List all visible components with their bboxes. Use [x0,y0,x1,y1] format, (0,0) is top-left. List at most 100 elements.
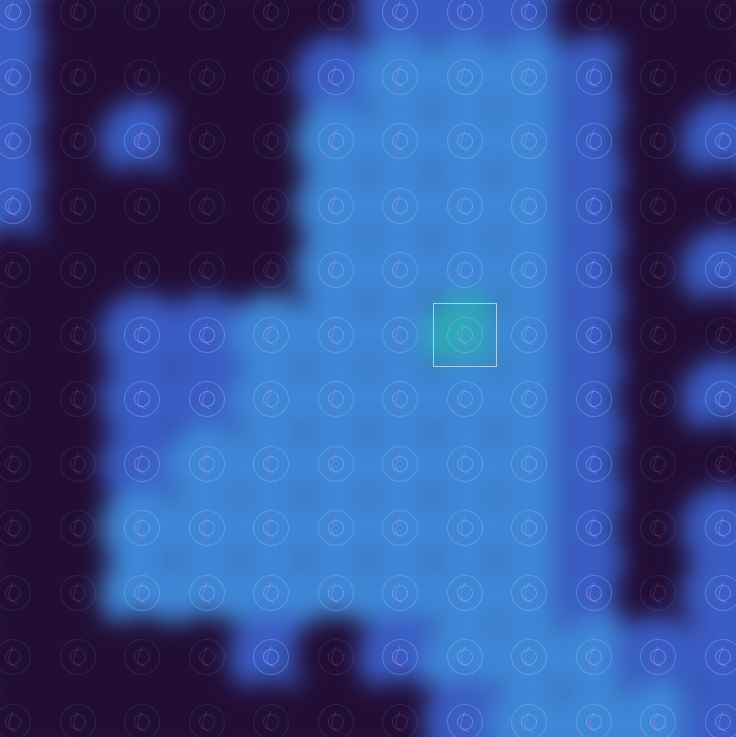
board-cell[interactable] [433,45,497,109]
board-cell[interactable] [175,238,239,302]
board-cell[interactable] [46,303,110,367]
board-cell[interactable] [304,625,368,689]
board-cell[interactable] [46,367,110,431]
board-cell[interactable] [0,0,45,44]
board-cell[interactable] [368,174,432,238]
board-cell[interactable] [304,0,368,44]
board-cell[interactable] [497,109,561,173]
board-cell[interactable] [304,109,368,173]
board-cell[interactable] [497,303,561,367]
board-cell[interactable] [433,625,497,689]
board-cell[interactable] [562,690,626,737]
board-cell[interactable] [433,303,497,367]
board-cell[interactable] [691,432,736,496]
board-cell[interactable] [239,496,303,560]
board-cell[interactable] [562,45,626,109]
board-cell[interactable] [46,174,110,238]
board-cell[interactable] [239,45,303,109]
board-cell[interactable] [110,45,174,109]
board-cell[interactable] [562,561,626,625]
board-cell[interactable] [304,45,368,109]
board-cell[interactable] [433,0,497,44]
board-cell[interactable] [691,109,736,173]
board-cell[interactable] [497,496,561,560]
board-cell[interactable] [368,367,432,431]
board-cell[interactable] [239,174,303,238]
board-cell[interactable] [239,238,303,302]
board-cell[interactable] [0,174,45,238]
board-cell[interactable] [239,690,303,737]
board-cell[interactable] [46,432,110,496]
board-cell[interactable] [175,109,239,173]
board-cell[interactable] [497,690,561,737]
board-cell[interactable] [110,625,174,689]
board-cell[interactable] [368,303,432,367]
board-cell[interactable] [691,561,736,625]
board-cell[interactable] [239,303,303,367]
board-cell[interactable] [626,45,690,109]
board-cell[interactable] [0,690,45,737]
board-cell[interactable] [0,625,45,689]
board-cell[interactable] [304,367,368,431]
board-cell[interactable] [691,496,736,560]
board-cell[interactable] [110,238,174,302]
board-cell[interactable] [562,496,626,560]
board-cell[interactable] [562,303,626,367]
board-cell[interactable] [110,174,174,238]
board-cell[interactable] [368,0,432,44]
board-cell[interactable] [110,367,174,431]
board-cell[interactable] [691,0,736,44]
board-cell[interactable] [175,303,239,367]
board-cell[interactable] [239,367,303,431]
board-cell[interactable] [368,690,432,737]
board-cell[interactable] [368,625,432,689]
board-cell[interactable] [691,303,736,367]
board-cell[interactable] [239,561,303,625]
board-cell[interactable] [691,367,736,431]
board-cell[interactable] [175,690,239,737]
board-cell[interactable] [304,174,368,238]
board-cell[interactable] [46,45,110,109]
board-cell[interactable] [626,432,690,496]
board-cell[interactable] [46,0,110,44]
board-cell[interactable] [433,238,497,302]
board-cell[interactable] [497,625,561,689]
board-cell[interactable] [0,432,45,496]
board-cell[interactable] [626,0,690,44]
board-cell[interactable] [368,561,432,625]
board-cell[interactable] [626,625,690,689]
board-cell[interactable] [562,238,626,302]
board-cell[interactable] [46,690,110,737]
board-cell[interactable] [691,174,736,238]
board-cell[interactable] [0,303,45,367]
board-cell[interactable] [175,432,239,496]
board-cell[interactable] [691,238,736,302]
board-cell[interactable] [562,0,626,44]
board-cell[interactable] [175,367,239,431]
board-cell[interactable] [497,367,561,431]
board-cell[interactable] [110,561,174,625]
board-cell[interactable] [433,496,497,560]
board-cell[interactable] [239,625,303,689]
board-cell[interactable] [497,561,561,625]
board-cell[interactable] [0,367,45,431]
board-cell[interactable] [626,496,690,560]
board-cell[interactable] [626,303,690,367]
board-cell[interactable] [46,109,110,173]
board-cell[interactable] [433,561,497,625]
board-cell[interactable] [110,0,174,44]
board-cell[interactable] [497,174,561,238]
board-cell[interactable] [110,690,174,737]
board-cell[interactable] [175,561,239,625]
board-cell[interactable] [626,109,690,173]
board-cell[interactable] [368,238,432,302]
board-cell[interactable] [497,45,561,109]
board-cell[interactable] [626,690,690,737]
board-cell[interactable] [304,432,368,496]
board-cell[interactable] [46,561,110,625]
board-cell[interactable] [368,432,432,496]
board-cell[interactable] [175,0,239,44]
board-cell[interactable] [691,625,736,689]
board-cell[interactable] [304,238,368,302]
